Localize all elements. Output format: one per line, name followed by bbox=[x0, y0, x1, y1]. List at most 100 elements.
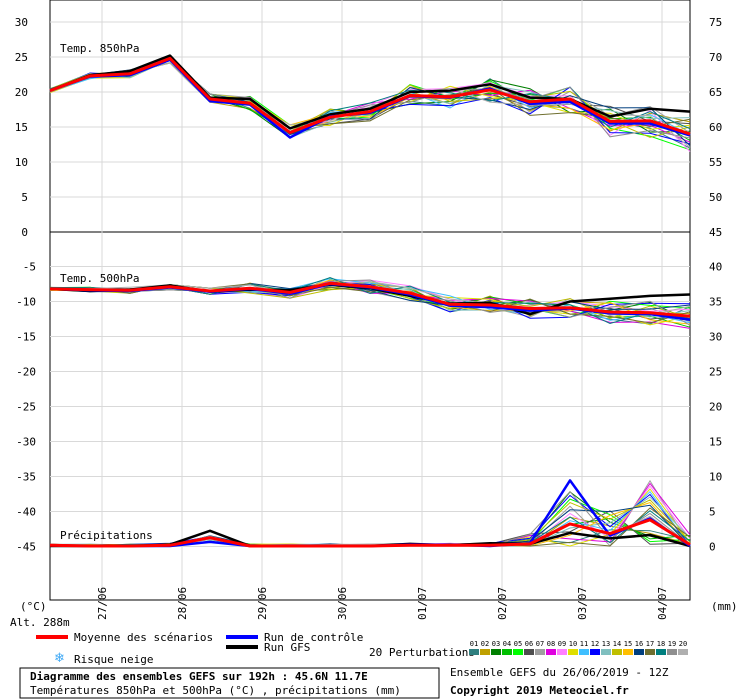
perturbation-number-label: 02 bbox=[481, 640, 489, 648]
perturbation-number-label: 20 bbox=[679, 640, 687, 648]
perturbation-swatch bbox=[656, 649, 666, 655]
series-line-control bbox=[49, 58, 691, 139]
right-tick-label-500: 25 bbox=[709, 366, 722, 379]
tick-label-850: 25 bbox=[15, 51, 28, 64]
right-tick-label-850: 55 bbox=[709, 156, 722, 169]
perturbation-swatch bbox=[524, 649, 534, 655]
perturbation-number-label: 06 bbox=[525, 640, 533, 648]
tick-label-850: 30 bbox=[15, 16, 28, 29]
right-tick-label-500: 10 bbox=[709, 471, 722, 484]
perturbation-number-label: 19 bbox=[668, 640, 676, 648]
perturbation-swatch bbox=[546, 649, 556, 655]
perturbation-number-label: 10 bbox=[569, 640, 577, 648]
perturbation-swatch bbox=[469, 649, 479, 655]
perturbation-line bbox=[49, 62, 691, 136]
right-tick-label-500: 5 bbox=[709, 506, 716, 519]
legend: Moyenne des scénarios Run de contrôle Ru… bbox=[36, 631, 688, 666]
date-tick-label: 03/07 bbox=[576, 587, 589, 620]
perturbation-number-label: 17 bbox=[646, 640, 654, 648]
perturbation-number-label: 03 bbox=[492, 640, 500, 648]
frame-500-precip bbox=[49, 231, 691, 601]
tick-label-850: 10 bbox=[15, 156, 28, 169]
perturbation-swatch bbox=[612, 649, 622, 655]
right-tick-label-850: 65 bbox=[709, 86, 722, 99]
panel-title-500: Temp. 500hPa bbox=[60, 272, 139, 285]
footer-title: Diagramme des ensembles GEFS sur 192h : … bbox=[30, 670, 368, 683]
series-line-mean bbox=[49, 518, 691, 548]
perturbation-number-label: 11 bbox=[580, 640, 588, 648]
tick-label-500: -20 bbox=[16, 366, 36, 379]
tick-label-500: -25 bbox=[16, 401, 36, 414]
snowflake-icon: ❄ bbox=[54, 651, 65, 666]
perturbation-swatch bbox=[491, 649, 501, 655]
tick-label-500: -15 bbox=[16, 331, 36, 344]
perturbation-swatch bbox=[579, 649, 589, 655]
date-tick-label: 27/06 bbox=[96, 587, 109, 620]
perturbation-number-label: 08 bbox=[547, 640, 555, 648]
date-tick-label: 02/07 bbox=[496, 587, 509, 620]
perturbation-number-label: 09 bbox=[558, 640, 566, 648]
series-line-mean bbox=[49, 281, 691, 318]
right-tick-label-850: 60 bbox=[709, 121, 722, 134]
perturbation-number-label: 04 bbox=[503, 640, 511, 648]
perturbation-swatch bbox=[568, 649, 578, 655]
perturbation-swatch bbox=[645, 649, 655, 655]
perturbation-swatch bbox=[678, 649, 688, 655]
perturbation-swatch bbox=[557, 649, 567, 655]
perturbation-swatch bbox=[513, 649, 523, 655]
tick-label-850: 20 bbox=[15, 86, 28, 99]
right-tick-label-850: 75 bbox=[709, 16, 722, 29]
right-tick-label-500: 15 bbox=[709, 436, 722, 449]
legend-gfs-label: Run GFS bbox=[264, 641, 310, 654]
footer-box bbox=[19, 667, 440, 699]
series-line-mean bbox=[49, 56, 691, 136]
right-tick-label-850: 70 bbox=[709, 51, 722, 64]
left-unit-label: (°C) bbox=[20, 600, 47, 613]
perturbation-number-label: 13 bbox=[602, 640, 610, 648]
perturbation-number-label: 07 bbox=[536, 640, 544, 648]
right-tick-label-500: 20 bbox=[709, 401, 722, 414]
legend-perturbations-label: 20 Perturbations bbox=[369, 646, 475, 659]
legend-snow-label: Risque neige bbox=[74, 653, 153, 666]
main-series-lines bbox=[49, 54, 691, 548]
perturbation-line bbox=[49, 62, 691, 138]
perturbation-swatch bbox=[601, 649, 611, 655]
right-tick-label-500: 30 bbox=[709, 331, 722, 344]
perturbation-swatch bbox=[535, 649, 545, 655]
date-tick-label: 04/07 bbox=[656, 587, 669, 620]
right-tick-label-850: 50 bbox=[709, 191, 722, 204]
perturbation-line bbox=[49, 279, 691, 326]
tick-label-500: -5 bbox=[23, 261, 36, 274]
perturbation-swatch bbox=[502, 649, 512, 655]
tick-label-500: -35 bbox=[16, 471, 36, 484]
perturbation-number-label: 14 bbox=[613, 640, 621, 648]
right-unit-label: (mm) bbox=[711, 600, 738, 613]
tick-label-500: -45 bbox=[16, 541, 36, 554]
footer-subtitle: Températures 850hPa et 500hPa (°C) , pré… bbox=[30, 684, 401, 697]
perturbation-number-label: 01 bbox=[470, 640, 478, 648]
tick-label-850: 5 bbox=[21, 191, 28, 204]
perturbation-line bbox=[49, 58, 691, 149]
perturbation-swatch bbox=[623, 649, 633, 655]
perturbation-line bbox=[49, 58, 691, 141]
perturbation-number-label: 15 bbox=[624, 640, 632, 648]
panel-frames bbox=[49, 0, 691, 601]
panel-title-precip: Précipitations bbox=[60, 529, 153, 542]
tick-label-850: 0 bbox=[21, 226, 28, 239]
right-tick-label-500: 0 bbox=[709, 541, 716, 554]
tick-label-850: 15 bbox=[15, 121, 28, 134]
perturbation-number-label: 05 bbox=[514, 640, 522, 648]
right-tick-label-850: 45 bbox=[709, 226, 722, 239]
perturbation-line bbox=[49, 59, 691, 139]
perturbation-number-label: 12 bbox=[591, 640, 599, 648]
footer-run: Ensemble GEFS du 26/06/2019 - 12Z bbox=[450, 666, 669, 679]
perturbation-swatch bbox=[480, 649, 490, 655]
perturbation-swatch bbox=[634, 649, 644, 655]
tick-label-500: -30 bbox=[16, 436, 36, 449]
date-tick-label: 28/06 bbox=[176, 587, 189, 620]
perturbation-swatch bbox=[667, 649, 677, 655]
footer-copyright: Copyright 2019 Meteociel.fr bbox=[450, 684, 629, 697]
perturbation-number-label: 18 bbox=[657, 640, 665, 648]
right-tick-label-500: 40 bbox=[709, 261, 722, 274]
